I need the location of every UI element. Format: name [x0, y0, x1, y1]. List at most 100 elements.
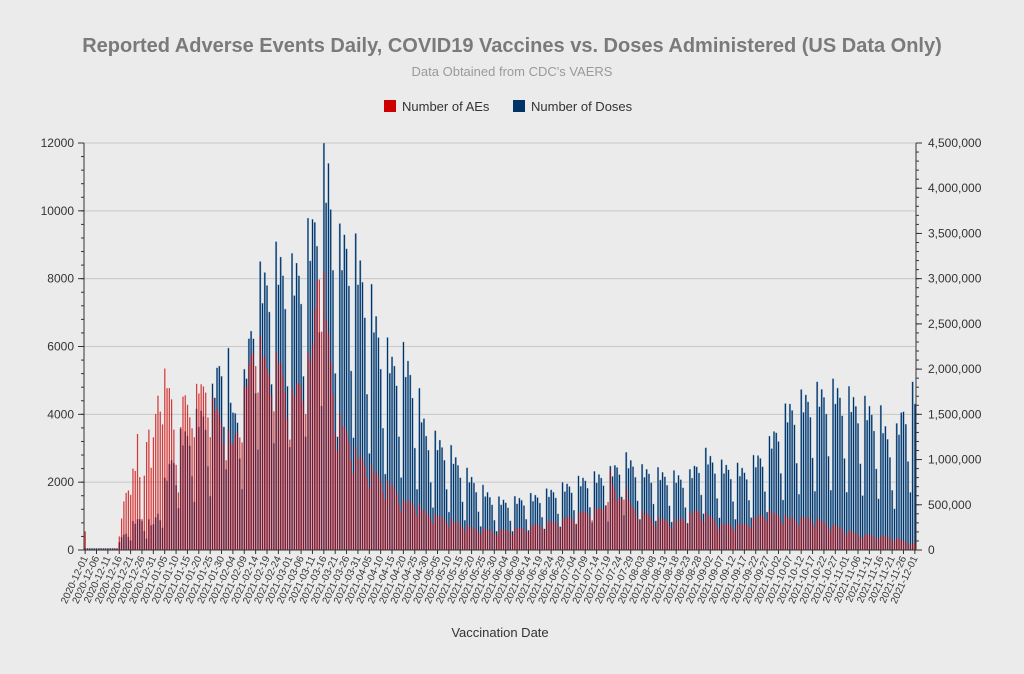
- ae-bar: [727, 524, 730, 550]
- ae-bar: [316, 280, 318, 550]
- ae-bar: [239, 437, 241, 550]
- ae-bar: [111, 548, 114, 550]
- ae-bar: [391, 483, 393, 550]
- ae-bar: [296, 383, 298, 550]
- ae-bar: [782, 524, 784, 550]
- ae-bar: [712, 518, 714, 550]
- ae-bar: [843, 532, 846, 550]
- dose-bar: [913, 403, 916, 551]
- ae-bar: [514, 528, 516, 550]
- ae-bar: [652, 522, 655, 550]
- dose-bar: [852, 396, 855, 551]
- dose-bar: [907, 461, 910, 551]
- ae-bar: [323, 271, 325, 550]
- ae-bar: [384, 499, 386, 550]
- ae-bar: [252, 352, 255, 550]
- ae-bar: [459, 524, 461, 550]
- y-left-tick-label: 6000: [47, 340, 74, 354]
- ae-bar: [343, 426, 345, 550]
- ae-bar: [268, 375, 270, 550]
- ae-bar: [173, 429, 175, 550]
- ae-bar: [825, 523, 827, 550]
- ae-bar: [630, 505, 632, 550]
- ae-bar: [293, 395, 295, 550]
- ae-bar: [273, 411, 275, 550]
- ae-bar: [689, 512, 691, 550]
- ae-bar: [102, 548, 105, 550]
- ae-bar: [248, 364, 250, 550]
- dose-bar: [838, 397, 841, 551]
- ae-bar: [311, 344, 314, 550]
- ae-bar: [155, 413, 157, 550]
- ae-bar: [852, 531, 855, 550]
- ae-bar: [511, 534, 514, 550]
- ae-bar: [448, 527, 450, 550]
- ae-bar: [718, 529, 721, 550]
- ae-bar: [796, 522, 798, 550]
- legend[interactable]: Number of AEs Number of Doses: [384, 99, 633, 114]
- ae-bar: [614, 490, 616, 550]
- ae-bar: [575, 523, 577, 550]
- ae-bar: [498, 529, 500, 550]
- ae-bar: [234, 435, 236, 550]
- ae-bar: [707, 516, 709, 550]
- ae-bar: [664, 519, 666, 550]
- ae-bar: [357, 458, 359, 550]
- ae-bar: [116, 548, 118, 550]
- y-right-tick-label: 4,000,000: [928, 181, 982, 195]
- ae-bar: [723, 524, 725, 550]
- ae-bar: [321, 331, 323, 550]
- ae-bar: [809, 519, 812, 550]
- ae-bar: [386, 479, 389, 550]
- ae-bar: [177, 492, 180, 550]
- dose-bar: [895, 423, 898, 551]
- ae-bar: [884, 536, 887, 550]
- ae-bar: [602, 509, 605, 550]
- ae-bar: [168, 388, 170, 550]
- ae-bar: [737, 522, 739, 550]
- ae-bar: [93, 548, 95, 550]
- ae-bar: [532, 526, 534, 550]
- dose-bar: [911, 381, 914, 551]
- ae-bar: [130, 494, 132, 550]
- ae-bar: [552, 521, 555, 550]
- ae-bar: [198, 393, 200, 550]
- ae-bar: [491, 531, 493, 550]
- y-right-tick-label: 2,000,000: [928, 362, 982, 376]
- ae-bar: [475, 529, 477, 550]
- ae-bar: [318, 279, 320, 550]
- ae-bar: [139, 477, 141, 550]
- ae-bar: [705, 512, 707, 550]
- ae-bar: [793, 519, 796, 550]
- ae-bar: [396, 494, 398, 550]
- ae-bar: [389, 485, 391, 550]
- ae-bar: [611, 484, 614, 550]
- ae-bar: [787, 517, 789, 550]
- ae-bar: [716, 525, 718, 550]
- y-right-tick-label: 2,500,000: [928, 317, 982, 331]
- ae-bar: [891, 539, 893, 550]
- ae-bar: [818, 520, 821, 550]
- ae-bar: [236, 431, 239, 550]
- ae-bar: [586, 512, 589, 550]
- chart-subtitle: Data Obtained from CDC's VAERS: [412, 64, 613, 79]
- ae-bar: [241, 442, 243, 550]
- ae-bar: [186, 404, 189, 550]
- ae-bar: [646, 513, 648, 550]
- y-left-tick-label: 10000: [41, 204, 75, 218]
- ae-bar: [534, 524, 536, 550]
- ae-bar: [757, 515, 759, 550]
- ae-bar: [350, 460, 352, 550]
- ae-bar: [282, 375, 284, 550]
- ae-bar: [202, 386, 205, 550]
- ae-bar: [561, 517, 564, 550]
- ae-bar: [368, 487, 371, 550]
- ae-bar: [582, 511, 584, 550]
- ae-bar: [141, 519, 143, 550]
- ae-bar: [439, 515, 441, 550]
- ae-bar: [509, 532, 511, 550]
- ae-bar: [564, 519, 566, 550]
- ae-bar: [266, 368, 268, 550]
- ae-bar: [382, 491, 384, 550]
- dose-bar: [870, 414, 873, 551]
